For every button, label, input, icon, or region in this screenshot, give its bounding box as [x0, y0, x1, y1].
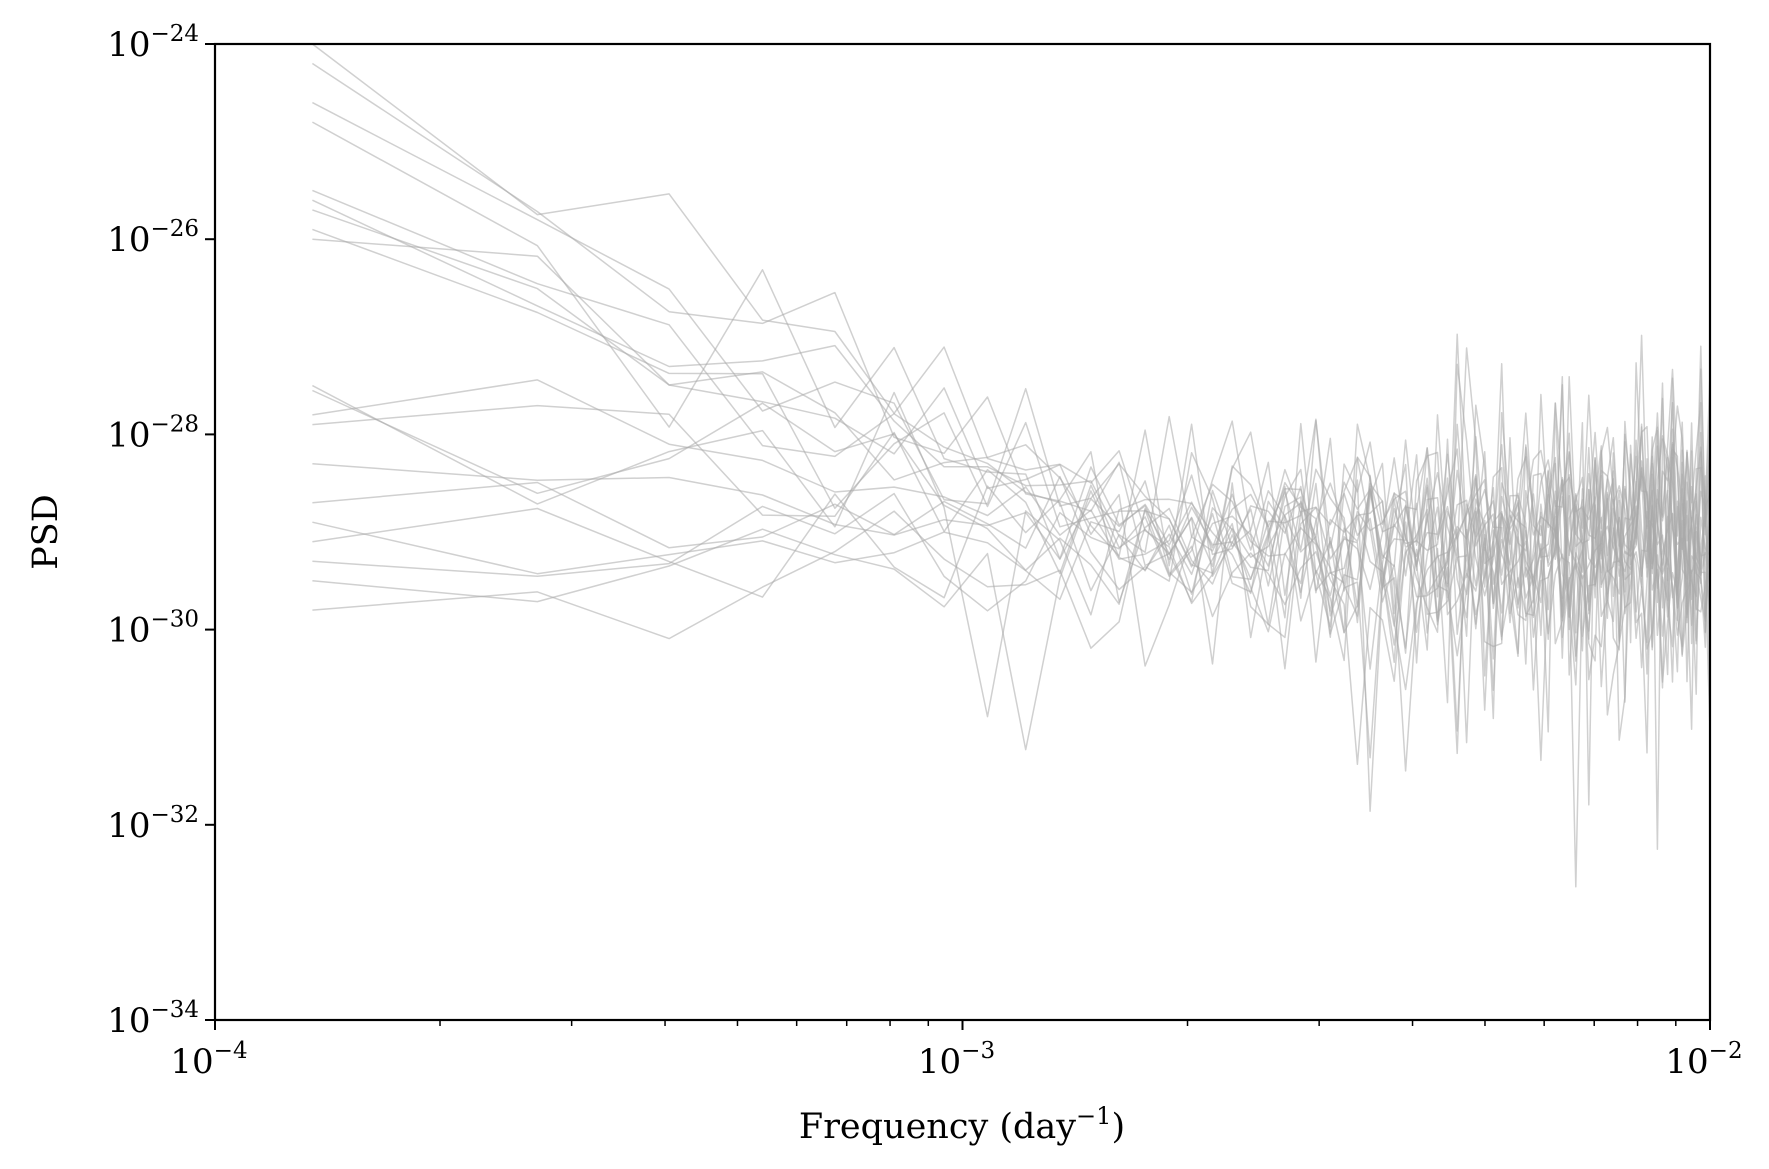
- y-tick-label: 10−26: [107, 216, 199, 260]
- y-tick-label: 10−32: [107, 802, 199, 846]
- x-axis-label-exponent: −1: [1076, 1102, 1111, 1130]
- psd-series-line: [312, 121, 1711, 766]
- x-tick-label: 10−4: [170, 1038, 247, 1082]
- series-layer: [311, 43, 1711, 888]
- x-axis-label-base: Frequency (day: [799, 1107, 1076, 1147]
- psd-series-line: [312, 402, 1711, 759]
- x-tick-label: 10−3: [918, 1038, 995, 1082]
- y-tick-label: 10−24: [107, 21, 199, 65]
- x-axis-label: Frequency (day−1): [799, 1102, 1125, 1147]
- y-axis-label: PSD: [26, 494, 66, 570]
- y-tick-label: 10−28: [107, 411, 199, 455]
- psd-series-line: [312, 375, 1711, 651]
- x-tick-label: 10−2: [1665, 1038, 1742, 1082]
- y-tick-label: 10−30: [107, 607, 199, 651]
- psd-series-line: [312, 404, 1711, 751]
- tick-layer: 10−4 10−3 10−2 10−24 10−26 10−28 10−30 10−32 10−…: [107, 21, 1742, 1082]
- x-axis-label-close: ): [1111, 1107, 1125, 1147]
- psd-series-line: [312, 363, 1711, 812]
- y-tick-label: 10−34: [107, 997, 199, 1041]
- psd-series-line: [312, 402, 1711, 733]
- psd-series-line: [312, 101, 1711, 744]
